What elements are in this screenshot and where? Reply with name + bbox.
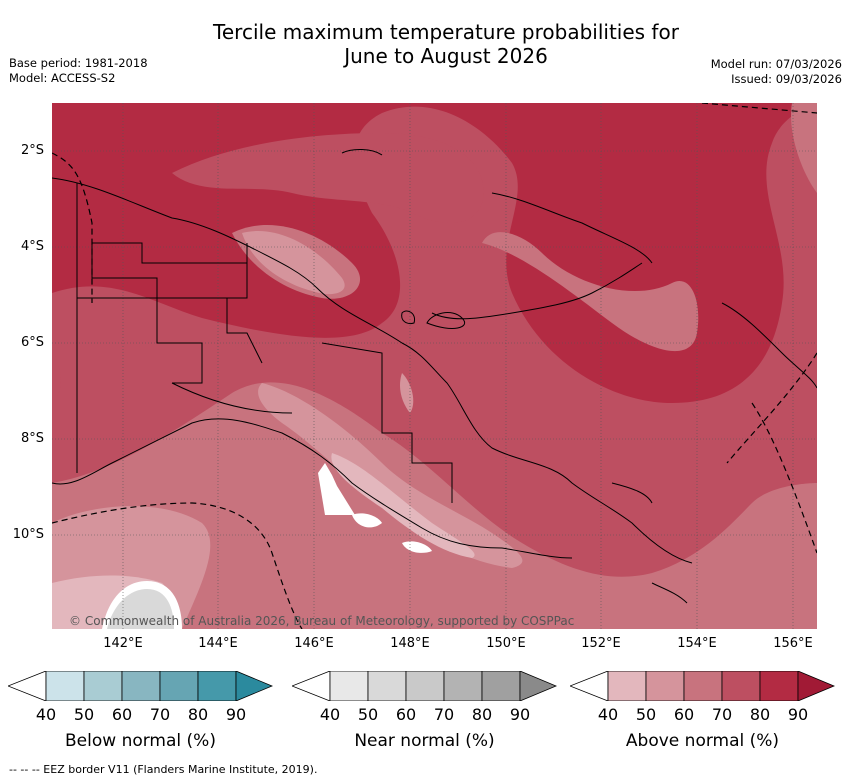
below-seg-1 [45, 670, 85, 702]
above-normal-label: Above normal (%) [625, 731, 780, 751]
meta-right: Model run: 07/03/2026 Issued: 09/03/2026 [711, 57, 842, 87]
lat-label-8s: 8°S [20, 431, 44, 446]
above-seg-6 [797, 670, 836, 702]
region-above-40b [331, 453, 475, 558]
near-tick-90: 90 [509, 705, 531, 724]
lon-label-148e: 148°E [390, 636, 430, 651]
above-seg-4 [721, 670, 761, 702]
map-canvas [52, 103, 817, 629]
above-seg-0 [568, 670, 609, 702]
below-seg-2 [83, 670, 123, 702]
below-normal-label: Below normal (%) [65, 731, 216, 751]
near-normal-label: Near normal (%) [354, 731, 495, 751]
near-seg-0 [290, 670, 331, 702]
lon-label-152e: 152°E [581, 636, 621, 651]
region-above-60b [482, 232, 699, 352]
issued-date: Issued: 09/03/2026 [731, 72, 842, 86]
above-seg-1 [607, 670, 647, 702]
below-tick-70: 70 [149, 705, 171, 724]
below-seg-5 [197, 670, 237, 702]
above-tick-70: 70 [711, 705, 733, 724]
above-tick-80: 80 [749, 705, 771, 724]
model-run: Model run: 07/03/2026 [710, 57, 842, 71]
region-above-70b [52, 343, 61, 629]
below-seg-0 [6, 670, 47, 702]
above-seg-5 [759, 670, 799, 702]
lat-label-4s: 4°S [20, 239, 44, 254]
near-tick-50: 50 [357, 705, 379, 724]
lat-label-6s: 6°S [20, 335, 44, 350]
base-period: Base period: 1981-2018 [9, 56, 148, 70]
near-seg-3 [405, 670, 445, 702]
region-above-50b [258, 383, 523, 568]
probability-map [52, 103, 817, 629]
model-name: Model: ACCESS-S2 [9, 71, 116, 85]
region-near-normal [107, 589, 174, 629]
below-seg-6 [235, 670, 274, 702]
region-above-50c [242, 231, 345, 295]
map-title: Tercile maximum temperature probabilitie… [0, 20, 850, 68]
above-tick-40: 40 [597, 705, 619, 724]
lon-label-154e: 154°E [677, 636, 717, 651]
colorbar-near-normal [290, 670, 558, 702]
above-seg-2 [645, 670, 685, 702]
near-tick-60: 60 [395, 705, 417, 724]
near-seg-6 [519, 670, 558, 702]
eez-footnote: -- -- -- EEZ border V11 (Flanders Marine… [9, 763, 318, 776]
colorbar-above-normal [568, 670, 836, 702]
below-tick-40: 40 [35, 705, 57, 724]
meta-left: Base period: 1981-2018 Model: ACCESS-S2 [9, 56, 148, 86]
region-white-b [352, 513, 382, 528]
above-seg-3 [683, 670, 723, 702]
near-seg-5 [481, 670, 521, 702]
below-tick-50: 50 [73, 705, 95, 724]
near-tick-70: 70 [433, 705, 455, 724]
region-white-a [318, 463, 355, 515]
above-tick-90: 90 [787, 705, 809, 724]
near-seg-1 [329, 670, 369, 702]
lat-label-10s: 10°S [12, 527, 44, 542]
title-line-1: Tercile maximum temperature probabilitie… [213, 20, 679, 44]
above-tick-50: 50 [635, 705, 657, 724]
below-seg-4 [159, 670, 199, 702]
lon-label-144e: 144°E [198, 636, 238, 651]
coastlines [52, 149, 817, 604]
lon-label-142e: 142°E [103, 636, 143, 651]
below-tick-80: 80 [187, 705, 209, 724]
near-seg-2 [367, 670, 407, 702]
above-tick-60: 60 [673, 705, 695, 724]
region-above-70c [172, 133, 484, 223]
title-line-2: June to August 2026 [344, 44, 548, 68]
below-tick-60: 60 [111, 705, 133, 724]
eez-borders [52, 103, 817, 629]
credit-text: © Commonwealth of Australia 2026, Bureau… [69, 614, 575, 628]
below-tick-90: 90 [225, 705, 247, 724]
below-seg-3 [121, 670, 161, 702]
colorbar-below-normal [6, 670, 274, 702]
region-white-c [402, 541, 432, 553]
near-seg-4 [443, 670, 483, 702]
lat-label-2s: 2°S [20, 143, 44, 158]
lon-label-156e: 156°E [773, 636, 813, 651]
near-tick-80: 80 [471, 705, 493, 724]
graticule [52, 103, 817, 629]
lon-label-150e: 150°E [486, 636, 526, 651]
near-tick-40: 40 [319, 705, 341, 724]
region-above-60c [791, 103, 817, 193]
lon-label-146e: 146°E [294, 636, 334, 651]
